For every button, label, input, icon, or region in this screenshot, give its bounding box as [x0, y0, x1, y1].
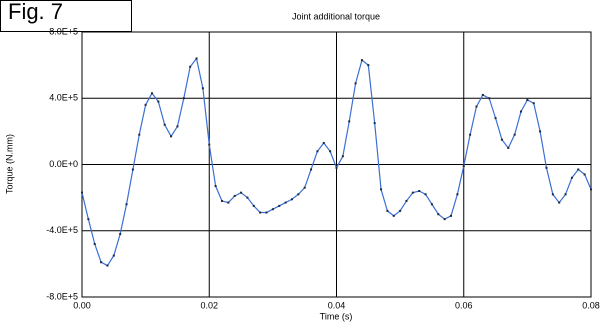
data-point	[418, 190, 421, 192]
data-point	[430, 203, 433, 206]
data-point	[424, 193, 427, 196]
x-axis-label: Time (s)	[320, 311, 353, 321]
data-point	[310, 168, 313, 171]
x-tick-label: 0.00	[73, 300, 91, 310]
data-point	[564, 193, 567, 196]
data-point	[271, 208, 274, 211]
data-point	[265, 211, 268, 214]
data-point	[119, 233, 122, 236]
data-point	[208, 143, 211, 146]
data-point	[348, 120, 351, 123]
data-point	[233, 194, 236, 197]
data-point	[170, 135, 173, 138]
data-point	[386, 209, 389, 212]
data-point	[150, 92, 153, 95]
data-point	[214, 185, 217, 188]
data-point	[182, 97, 185, 100]
data-point	[380, 188, 383, 191]
x-tick-label: 0.08	[582, 300, 600, 310]
data-point	[100, 261, 103, 264]
y-tick-label: 4.0E+5	[49, 93, 78, 103]
data-point	[201, 87, 204, 90]
data-point	[513, 133, 516, 136]
data-point	[81, 191, 83, 194]
data-point	[157, 100, 160, 103]
data-point	[443, 218, 446, 221]
data-point	[284, 201, 287, 204]
data-point	[297, 193, 300, 196]
data-point	[462, 165, 465, 168]
data-point	[341, 155, 344, 158]
data-point	[526, 98, 529, 101]
data-point	[360, 59, 363, 62]
figure-label-box	[0, 0, 132, 32]
data-point	[450, 214, 453, 217]
data-point	[475, 105, 478, 108]
data-point	[125, 203, 128, 206]
data-point	[303, 186, 306, 189]
data-point	[469, 133, 472, 136]
data-point	[252, 204, 255, 207]
x-tick-label: 0.06	[455, 300, 473, 310]
data-point	[259, 211, 262, 214]
data-point	[405, 199, 408, 202]
data-point	[481, 93, 484, 96]
data-point	[507, 146, 510, 149]
data-point	[590, 188, 592, 191]
data-point	[163, 123, 166, 126]
data-point	[558, 201, 561, 204]
data-point	[583, 173, 586, 176]
chart-title: Joint additional torque	[292, 11, 380, 21]
data-point	[176, 125, 179, 128]
data-point	[354, 82, 357, 85]
data-point	[488, 97, 491, 100]
data-point	[335, 166, 338, 169]
data-point	[189, 65, 192, 68]
data-point	[290, 198, 293, 201]
figure-label: Fig. 7	[8, 0, 63, 24]
data-point	[220, 199, 223, 202]
data-point	[278, 204, 281, 207]
y-tick-label: 0.0E+0	[49, 159, 78, 169]
data-point	[87, 218, 90, 221]
data-point	[227, 201, 230, 204]
y-tick-label: 8.0E+5	[49, 26, 78, 36]
data-point	[500, 138, 503, 141]
data-point	[532, 102, 535, 105]
x-tick-label: 0.04	[328, 300, 346, 310]
x-tick-label: 0.02	[200, 300, 218, 310]
data-point	[246, 196, 249, 199]
data-point	[551, 193, 554, 196]
data-point	[106, 264, 109, 267]
data-point	[392, 214, 395, 217]
data-point	[367, 64, 370, 67]
data-point	[138, 133, 141, 136]
data-point	[240, 191, 243, 194]
data-point	[373, 122, 376, 125]
data-point	[144, 103, 147, 106]
data-point	[545, 166, 548, 169]
data-point	[539, 130, 542, 133]
data-point	[131, 168, 134, 171]
y-tick-label: -8.0E+5	[46, 291, 78, 301]
data-point	[570, 176, 573, 179]
data-point	[411, 191, 414, 194]
data-point	[93, 243, 96, 245]
y-tick-label: -4.0E+5	[46, 225, 78, 235]
y-axis-label: Torque (N.mm)	[4, 134, 14, 194]
data-point	[494, 117, 497, 120]
data-point	[195, 57, 198, 60]
data-point	[520, 110, 523, 113]
data-point	[329, 150, 332, 153]
data-point	[456, 193, 459, 196]
data-point	[577, 168, 580, 171]
data-point	[399, 209, 402, 212]
data-point	[112, 254, 115, 257]
data-point	[322, 141, 325, 144]
data-point	[316, 150, 319, 153]
data-point	[437, 213, 440, 216]
